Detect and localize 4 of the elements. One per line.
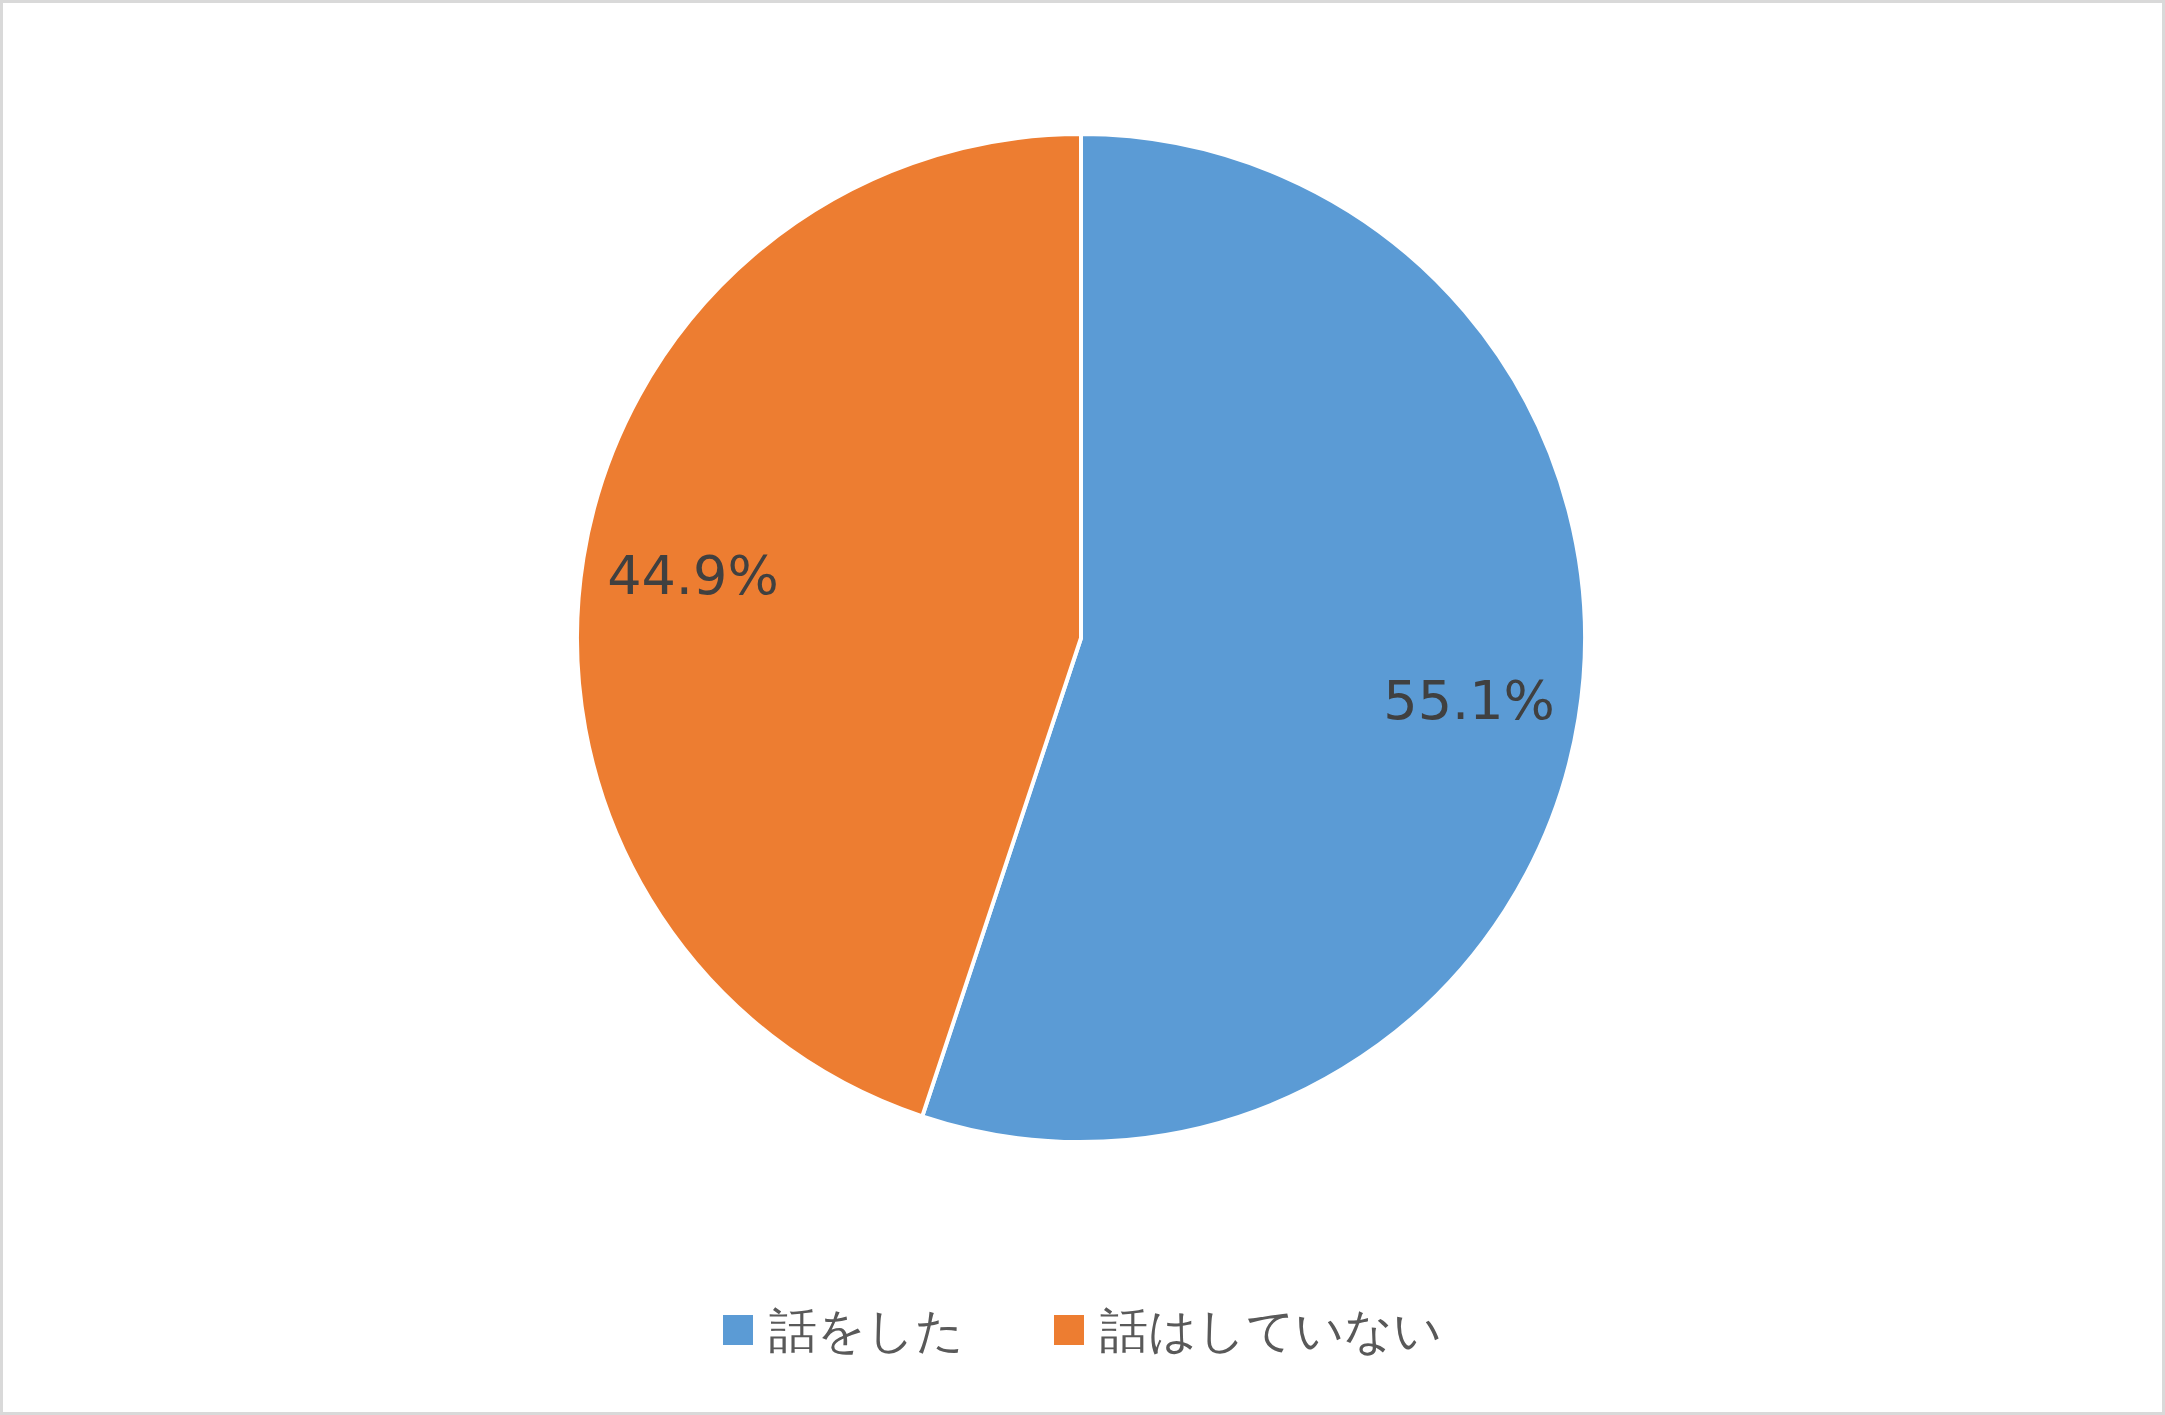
legend-label: 話はしていない: [1100, 1302, 1442, 1358]
legend-label: 話をした: [769, 1302, 964, 1358]
data-label: 44.9%: [607, 543, 779, 607]
data-label: 55.1%: [1383, 669, 1555, 733]
